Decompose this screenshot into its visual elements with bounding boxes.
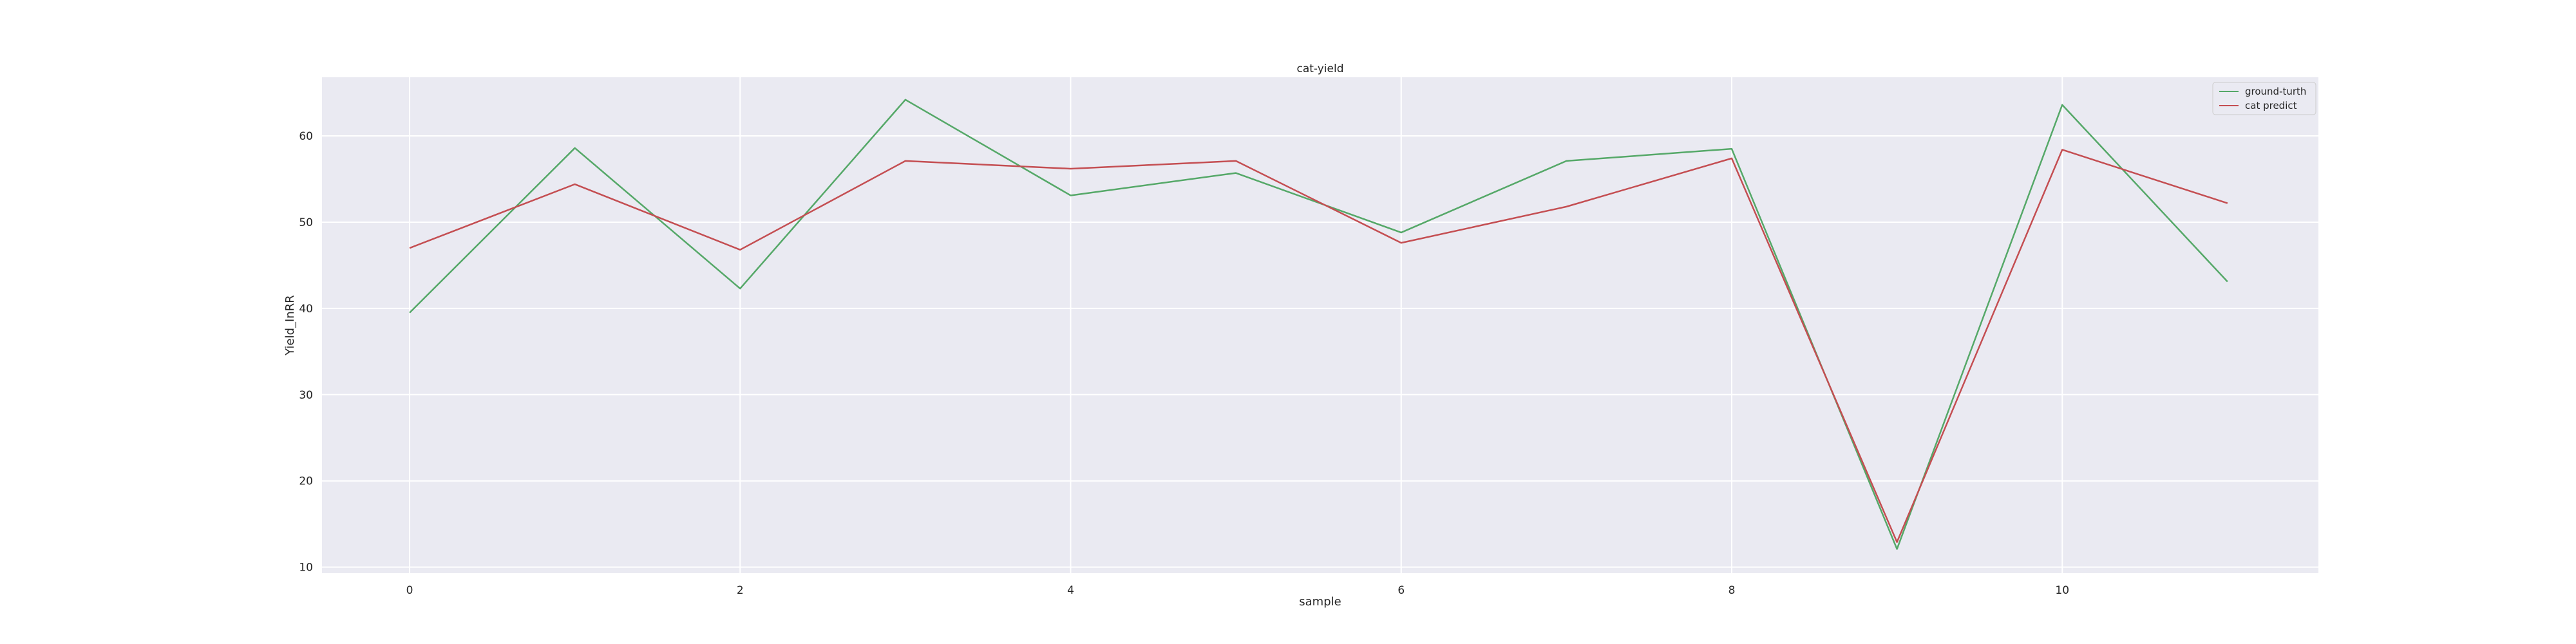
y-tick-label: 10 [299,562,313,574]
legend-label-cat-predict: cat predict [2245,100,2297,111]
legend: ground-turth cat predict [2212,82,2316,115]
x-tick-label: 10 [2055,584,2069,597]
legend-box [2212,82,2316,115]
y-axis-label: Yield_InRR [283,295,297,356]
x-tick-label: 2 [737,584,744,597]
x-tick-label: 4 [1067,584,1074,597]
y-tick-label: 50 [299,216,313,229]
y-tick-label: 60 [299,130,313,143]
y-tick-label: 20 [299,475,313,488]
x-tick-labels: 0 2 4 6 8 10 [406,584,2069,597]
series-layer [409,99,2228,550]
x-tick-label: 8 [1728,584,1736,597]
legend-label-ground-truth: ground-turth [2245,86,2306,97]
chart-title: cat-yield [1296,62,1343,75]
x-tick-label: 0 [406,584,413,597]
x-axis-label: sample [1299,595,1341,609]
plot-background [322,77,2318,573]
y-tick-labels: 10 20 30 40 50 60 [299,130,313,574]
x-tick-label: 6 [1397,584,1405,597]
y-tick-label: 40 [299,303,313,316]
series-line-cat-predict [409,149,2228,544]
y-tick-label: 30 [299,389,313,402]
